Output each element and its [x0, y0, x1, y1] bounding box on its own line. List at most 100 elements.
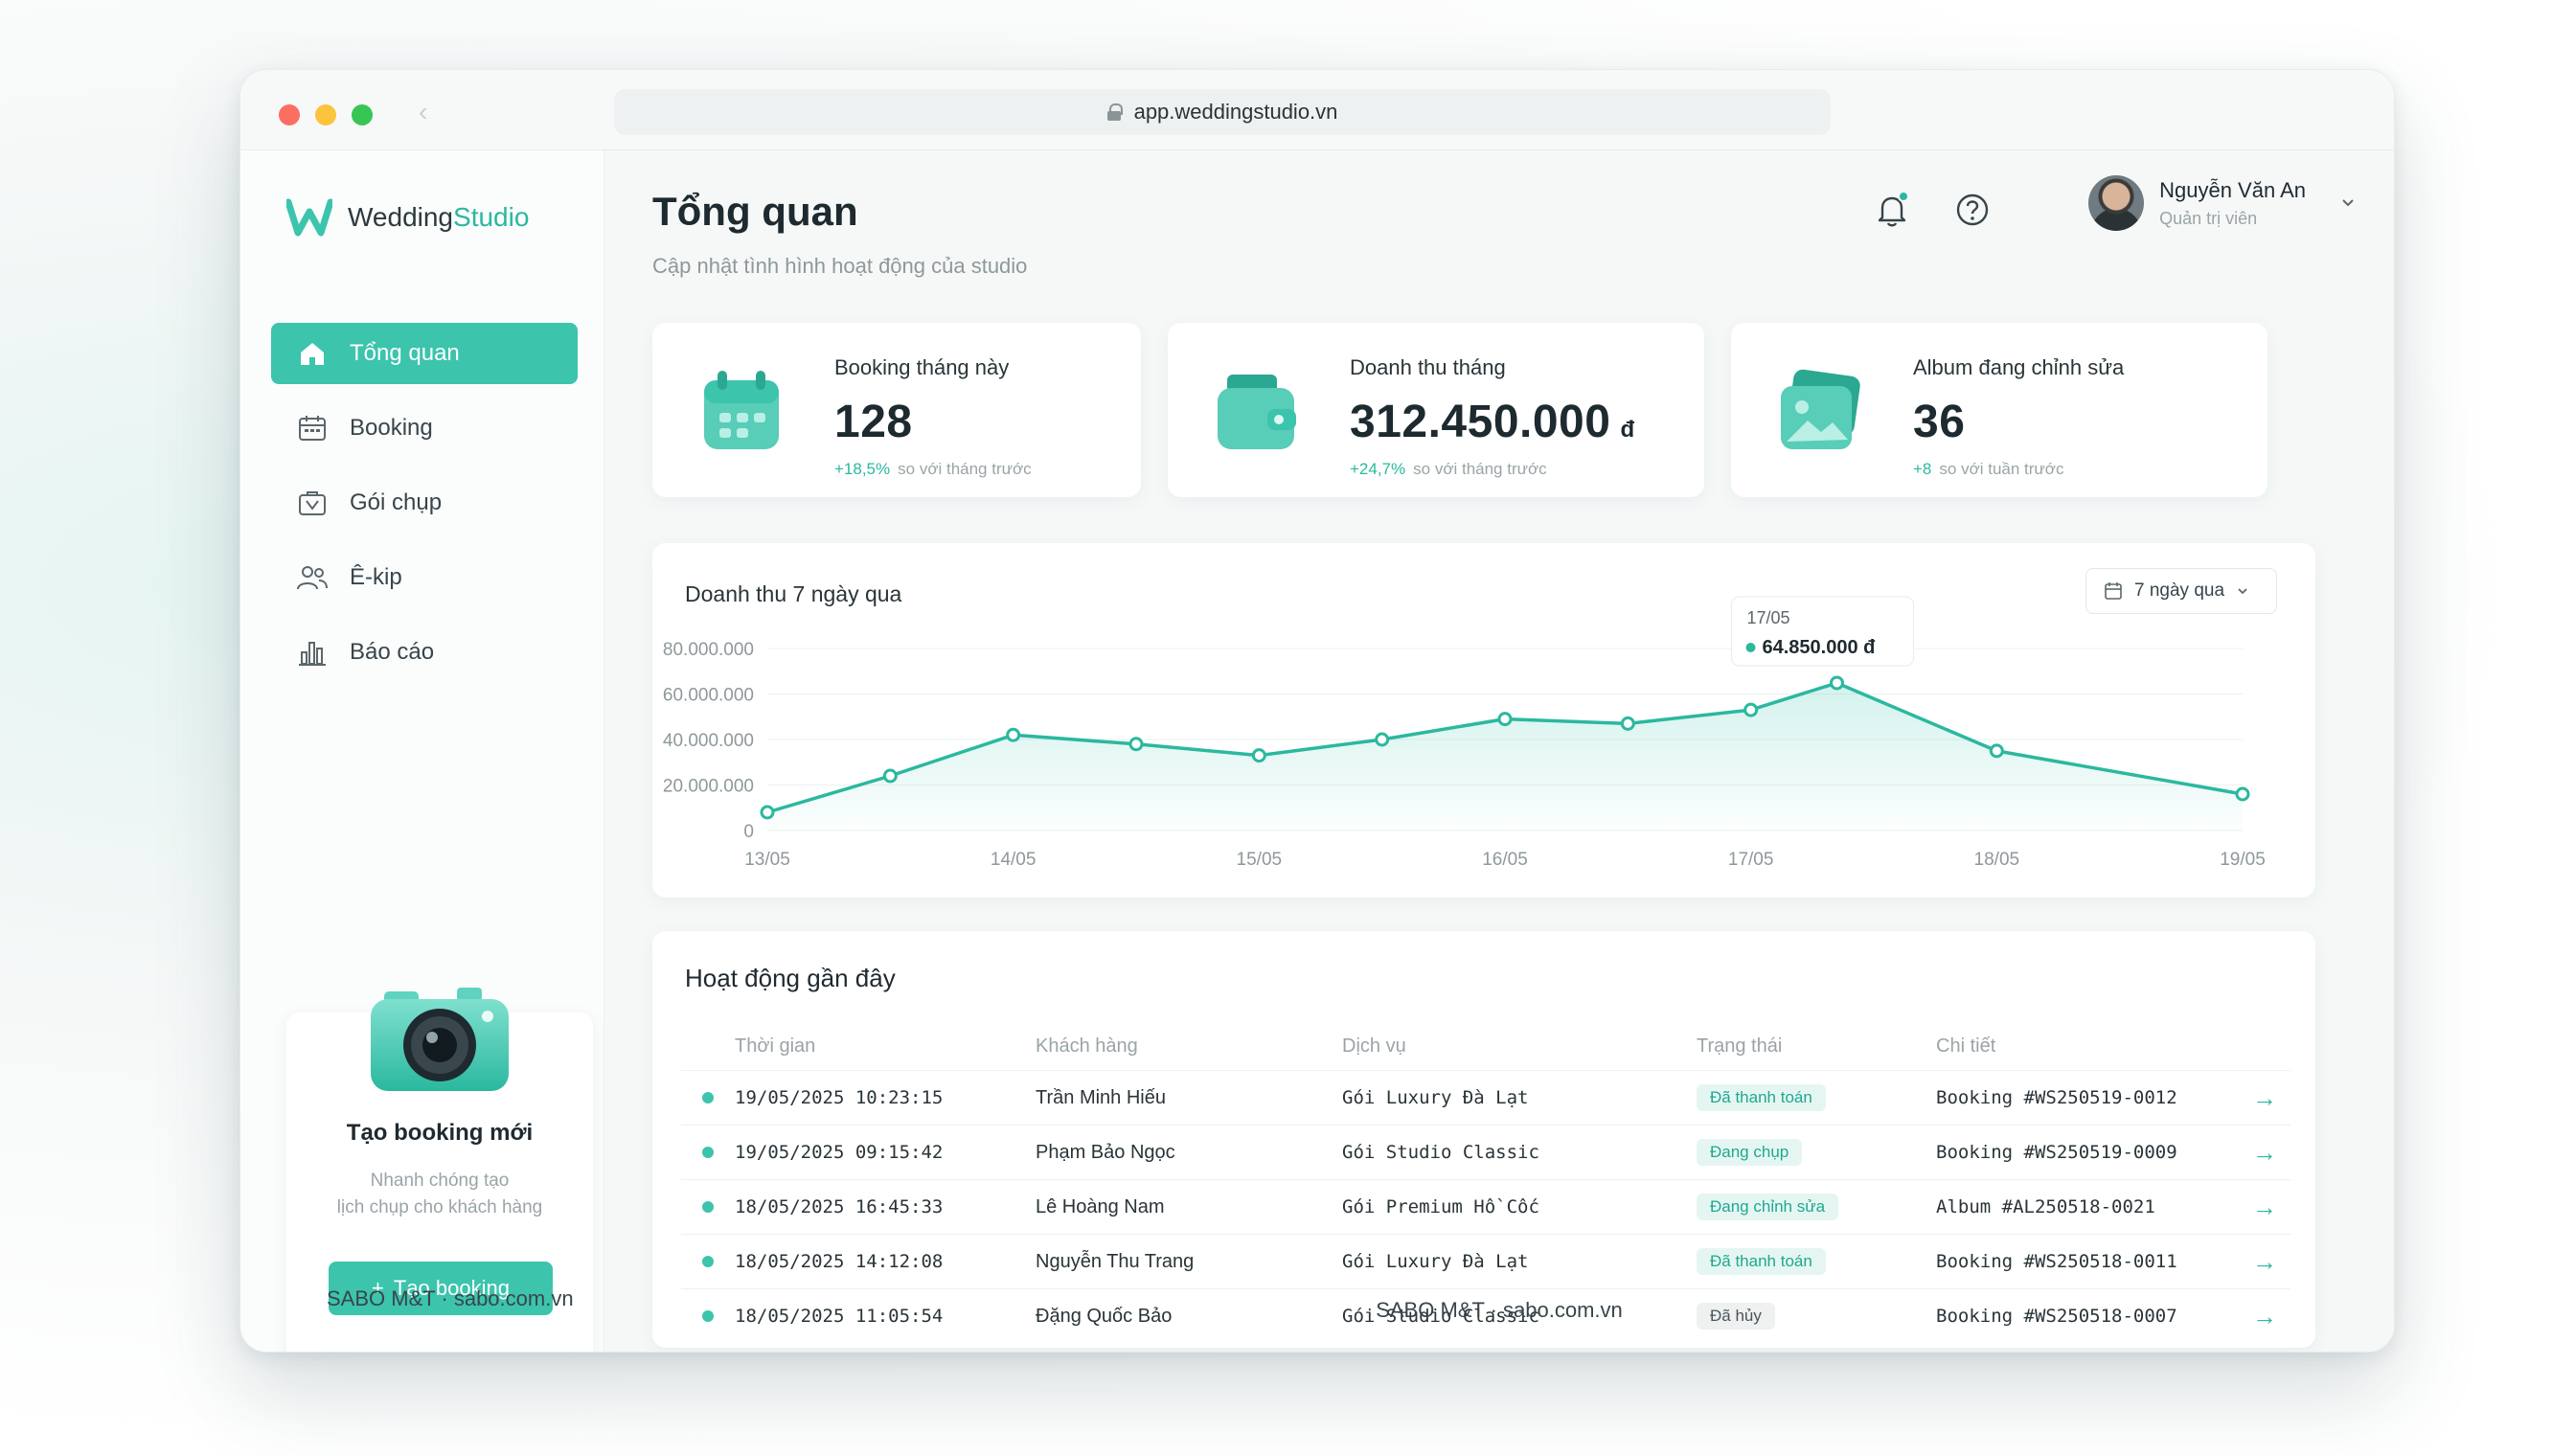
wallet-icon — [1218, 375, 1296, 449]
sidebar-item-reports[interactable]: Báo cáo — [271, 622, 578, 683]
data-point — [1375, 732, 1390, 747]
address-bar[interactable]: app.weddingstudio.vn — [614, 89, 1831, 135]
help-icon — [1956, 193, 1989, 226]
y-tick-label: 20.000.000 — [663, 777, 754, 797]
sidebar-item-packages[interactable]: Gói chụp — [271, 472, 578, 534]
create-booking-promo: Tạo booking mới Nhanh chóng tạo lịch chụ… — [286, 988, 593, 1352]
sidebar-item-label: Ê-kip — [350, 564, 402, 590]
cell-detail[interactable]: Album #AL250518-0021 — [1936, 1196, 2155, 1217]
data-point — [1989, 743, 2004, 759]
browser-titlebar: ‹ app.weddingstudio.vn — [240, 70, 2394, 150]
cell-status: Đã hủy — [1697, 1303, 1936, 1330]
sidebar-item-label: Tổng quan — [350, 340, 460, 366]
create-booking-button[interactable]: + Tạo booking — [329, 1262, 553, 1315]
stat-value: 36 — [1913, 397, 1966, 447]
cell-time: 18/05/2025 16:45:33 — [735, 1196, 944, 1217]
status-dot — [702, 1310, 714, 1322]
sidebar-footer: SABO M&T · sabo.com.vn — [327, 1286, 574, 1310]
calendar-icon — [296, 414, 329, 443]
cell-time: 19/05/2025 09:15:42 — [735, 1142, 944, 1163]
app-logo[interactable]: WeddingStudio — [286, 198, 529, 237]
y-tick-label: 0 — [743, 822, 754, 842]
status-dot — [702, 1201, 714, 1213]
sidebar-item-booking[interactable]: Booking — [271, 398, 578, 459]
status-badge: Đã hủy — [1697, 1303, 1775, 1330]
cell-service: Gói Studio Classic — [1342, 1142, 1539, 1163]
arrow-right-icon[interactable]: → — [2252, 1192, 2277, 1221]
header-actions — [1873, 191, 1992, 229]
table-row[interactable]: 19/05/2025 10:23:15 Trần Minh Hiếu Gói Lux… — [681, 1070, 2290, 1125]
status-dot — [702, 1256, 714, 1267]
column-header-status: Trạng thái — [1697, 1035, 1783, 1057]
row-status-dot — [681, 1201, 735, 1213]
cell-time: 18/05/2025 11:05:54 — [735, 1306, 944, 1327]
data-point — [882, 768, 898, 784]
chart-tooltip — [1731, 596, 1914, 667]
lock-icon — [1106, 103, 1123, 121]
cell-customer: Trần Minh Hiếu — [1036, 1086, 1166, 1108]
date-range-select[interactable]: 7 ngày qua — [2085, 568, 2277, 614]
table-row[interactable]: 18/05/2025 14:12:08 Nguyễn Thu Trang Gói L… — [681, 1234, 2290, 1288]
notification-button[interactable] — [1873, 191, 1911, 229]
tooltip-dot — [1745, 642, 1756, 652]
table-row[interactable]: 18/05/2025 16:45:33 Lê Hoàng Nam Gói Premi… — [681, 1179, 2290, 1234]
sidebar-item-team[interactable]: Ê-kip — [271, 547, 578, 608]
stat-card-body: Booking tháng này 128 +18,5% so với tháng… — [834, 355, 1032, 479]
maximize-window-button[interactable] — [352, 104, 373, 125]
status-dot — [702, 1092, 714, 1103]
status-badge: Đã thanh toán — [1697, 1084, 1826, 1111]
help-button[interactable] — [1953, 191, 1992, 229]
table-row[interactable]: 19/05/2025 09:15:42 Phạm Bảo Ngọc Gói Stud… — [681, 1125, 2290, 1179]
stat-delta: +18,5% so với tháng trước — [834, 460, 1032, 478]
data-point — [1830, 675, 1844, 691]
activity-table: Thời gian Khách hàng Dịch vụ Trạng thái … — [681, 1022, 2290, 1343]
arrow-right-icon[interactable]: → — [2252, 1137, 2277, 1167]
sidebar-menu: Tổng quan Booking Gói chụp Ê-kip — [271, 323, 578, 696]
team-icon — [296, 563, 329, 592]
data-point — [1743, 702, 1759, 717]
stat-cards: Booking tháng này 128 +18,5% so với tháng… — [652, 323, 2267, 497]
bell-icon — [1878, 196, 1906, 227]
cell-status: Đang chụp — [1697, 1139, 1936, 1166]
plus-icon: + — [372, 1276, 384, 1300]
x-tick-label: 16/05 — [1482, 850, 1528, 870]
cell-detail[interactable]: Booking #WS250519-0009 — [1936, 1142, 2177, 1163]
sidebar-item-overview[interactable]: Tổng quan — [271, 323, 578, 384]
cell-time: 19/05/2025 10:23:15 — [735, 1087, 944, 1108]
page-title: Tổng quan — [652, 189, 858, 234]
page-subtitle: Cập nhật tình hình hoạt động của studio — [652, 254, 1028, 278]
url-text: app.weddingstudio.vn — [1133, 100, 1338, 124]
x-tick-label: 17/05 — [1728, 850, 1774, 870]
row-status-dot — [681, 1092, 735, 1103]
series-line — [766, 681, 2244, 814]
cell-detail[interactable]: Booking #WS250518-0007 — [1936, 1306, 2177, 1327]
cell-detail[interactable]: Booking #WS250519-0012 — [1936, 1087, 2177, 1108]
status-badge: Đang chỉnh sửa — [1697, 1194, 1839, 1220]
row-status-dot — [681, 1310, 735, 1322]
chevron-down-icon — [2342, 199, 2354, 207]
status-badge: Đã thanh toán — [1697, 1248, 1826, 1275]
y-tick-label: 80.000.000 — [663, 640, 754, 660]
arrow-right-icon[interactable]: → — [2252, 1301, 2277, 1331]
bar-chart-icon — [296, 638, 329, 667]
back-arrow-icon[interactable]: ‹ — [419, 97, 428, 126]
minimize-window-button[interactable] — [315, 104, 336, 125]
arrow-right-icon[interactable]: → — [2252, 1246, 2277, 1276]
tooltip-date: 17/05 — [1747, 608, 1790, 627]
x-tick-label: 19/05 — [2220, 850, 2266, 870]
column-header-service: Dịch vụ — [1342, 1035, 1406, 1057]
stat-label: Doanh thu tháng — [1350, 355, 1506, 379]
arrow-right-icon[interactable]: → — [2252, 1082, 2277, 1112]
user-menu[interactable]: Nguyễn Văn An Quản trị viên — [2088, 175, 2356, 231]
table-row[interactable]: 18/05/2025 11:05:54 Đặng Quốc Bảo Gói Stud… — [681, 1288, 2290, 1343]
logo-icon — [286, 198, 332, 237]
cell-status: Đã thanh toán — [1697, 1248, 1936, 1275]
y-tick-label: 40.000.000 — [663, 731, 754, 751]
status-badge: Đang chụp — [1697, 1139, 1803, 1166]
calendar-3d-icon — [704, 371, 779, 449]
cell-detail[interactable]: Booking #WS250518-0011 — [1936, 1251, 2177, 1272]
table-body: 19/05/2025 10:23:15 Trần Minh Hiếu Gói Lux… — [681, 1070, 2290, 1343]
user-name: Nguyễn Văn An — [2159, 177, 2306, 202]
close-window-button[interactable] — [279, 104, 300, 125]
main-content: Tổng quan Cập nhật tình hình hoạt động c… — [604, 150, 2394, 1352]
